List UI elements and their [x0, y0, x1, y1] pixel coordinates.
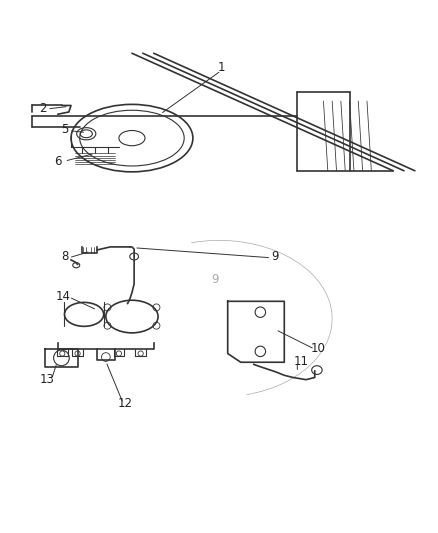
- Text: 14: 14: [56, 289, 71, 303]
- Text: 5: 5: [61, 123, 68, 136]
- Text: 12: 12: [118, 397, 133, 410]
- Text: 2: 2: [39, 102, 46, 116]
- Text: 9: 9: [211, 273, 219, 286]
- Text: 8: 8: [61, 251, 68, 263]
- Text: 13: 13: [40, 373, 54, 386]
- Text: 1: 1: [217, 61, 225, 74]
- Text: 11: 11: [293, 355, 308, 368]
- Text: 9: 9: [271, 251, 279, 263]
- Text: 10: 10: [311, 342, 326, 355]
- Text: 6: 6: [54, 155, 62, 168]
